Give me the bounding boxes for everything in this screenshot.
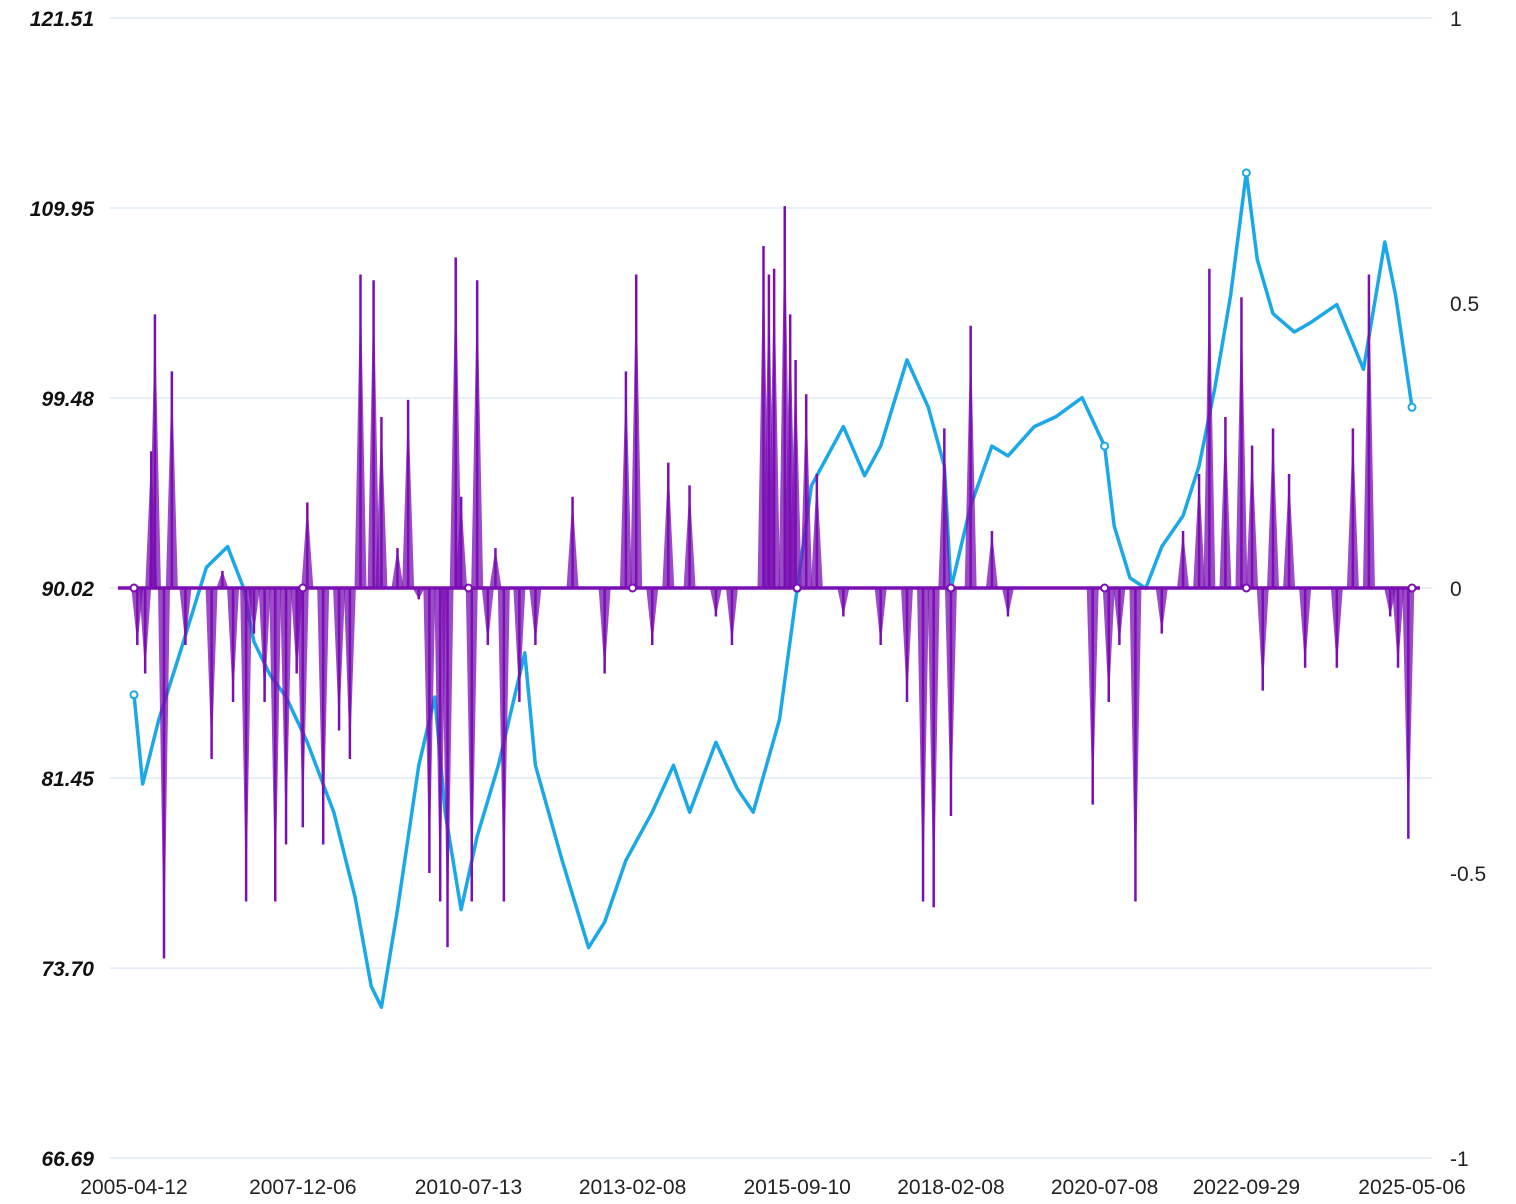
x-tick-label: 2022-09-29 <box>1193 1176 1300 1199</box>
left-axis: 121.51 109.95 99.48 90.02 81.45 73.70 66.69 <box>30 8 95 1171</box>
x-tick-label: 2025-05-06 <box>1358 1176 1465 1199</box>
right-tick-label: -0.5 <box>1450 863 1486 886</box>
right-axis: 1 0.5 0 -0.5 -1 <box>1450 8 1486 1171</box>
x-tick-label: 2005-04-12 <box>80 1176 187 1199</box>
zero-marker <box>298 583 308 593</box>
left-series-marker <box>1100 441 1110 451</box>
zero-marker <box>1100 583 1110 593</box>
right-tick-label: -1 <box>1450 1148 1469 1171</box>
left-tick-label: 121.51 <box>30 8 94 31</box>
x-tick-label: 2007-12-06 <box>249 1176 356 1199</box>
left-series-marker <box>129 690 139 700</box>
left-tick-label: 73.70 <box>41 958 94 981</box>
x-tick-label: 2010-07-13 <box>415 1176 522 1199</box>
zero-marker <box>792 583 802 593</box>
left-tick-label: 66.69 <box>41 1148 94 1171</box>
left-series-marker <box>1407 402 1417 412</box>
right-series-layer <box>118 206 1420 959</box>
zero-marker <box>1241 583 1251 593</box>
zero-marker <box>1407 583 1417 593</box>
right-tick-label: 0 <box>1450 578 1462 601</box>
x-tick-label: 2018-02-08 <box>897 1176 1004 1199</box>
left-tick-label: 90.02 <box>41 578 94 601</box>
right-tick-label: 0.5 <box>1450 293 1479 316</box>
x-tick-label: 2013-02-08 <box>579 1176 686 1199</box>
zero-marker <box>129 583 139 593</box>
right-tick-label: 1 <box>1450 8 1462 31</box>
zero-marker <box>628 583 638 593</box>
x-tick-label: 2020-07-08 <box>1051 1176 1158 1199</box>
zero-marker <box>463 583 473 593</box>
left-tick-label: 81.45 <box>41 768 94 791</box>
x-tick-label: 2015-09-10 <box>743 1176 850 1199</box>
x-axis: 2005-04-12 2007-12-06 2010-07-13 2013-02-08… <box>80 1176 1465 1199</box>
left-series-marker <box>1241 168 1251 178</box>
left-tick-label: 99.48 <box>41 388 94 411</box>
left-tick-label: 109.95 <box>30 198 95 221</box>
zero-marker <box>946 583 956 593</box>
